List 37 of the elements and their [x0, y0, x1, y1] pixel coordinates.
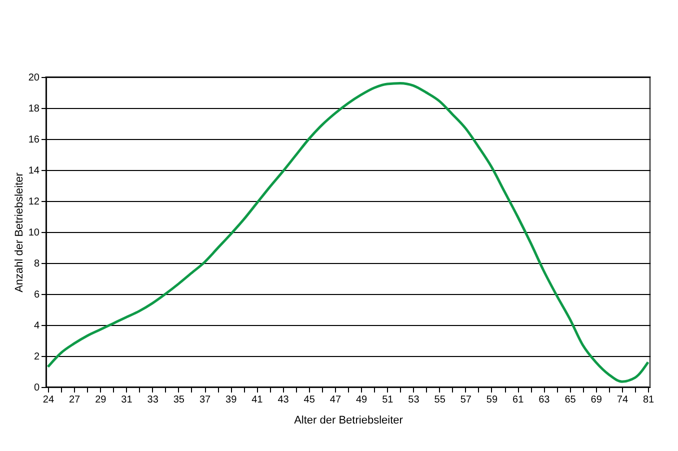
x-tick-label: 81 — [642, 394, 655, 406]
y-tick-label: 20 — [28, 72, 40, 84]
x-tick-label: 45 — [304, 394, 316, 406]
x-tick-label: 43 — [278, 394, 290, 406]
y-tick-label: 2 — [34, 352, 40, 362]
y-tick-label: 8 — [34, 258, 40, 270]
x-tick-label: 31 — [121, 394, 133, 406]
y-tick-label: 18 — [28, 104, 40, 114]
x-tick-label: 35 — [173, 394, 185, 406]
x-tick-label: 37 — [199, 394, 211, 406]
x-tick-label: 27 — [68, 394, 81, 406]
x-tick-label: 51 — [382, 394, 394, 406]
x-tick-label: 59 — [486, 394, 498, 406]
x-tick-label: 41 — [252, 394, 264, 406]
x-tick-label: 29 — [95, 394, 107, 406]
x-tick-label: 39 — [226, 394, 238, 406]
x-tick-label: 55 — [434, 394, 446, 406]
y-tick-label: 14 — [28, 166, 40, 176]
x-tick-label: 63 — [538, 394, 550, 406]
y-axis-title: Anzahl der Betriebsleiter — [13, 172, 26, 292]
y-tick-label: 16 — [28, 134, 40, 146]
y-tick-label: 12 — [28, 196, 40, 208]
x-tick-label: 24 — [42, 394, 54, 406]
x-tick-label: 61 — [512, 394, 524, 406]
y-tick-label: 4 — [34, 320, 40, 332]
y-tick-label: 6 — [34, 290, 40, 300]
x-tick-label: 74 — [616, 394, 628, 406]
x-tick-label: 49 — [356, 394, 368, 406]
x-tick-label: 57 — [460, 394, 472, 406]
x-tick-label: 69 — [590, 394, 602, 406]
y-tick-label: 0 — [34, 382, 40, 394]
x-tick-label: 53 — [408, 394, 420, 406]
x-tick-label: 47 — [330, 394, 342, 406]
x-axis-title: Alter der Betriebsleiter — [294, 414, 404, 426]
x-tick-label: 33 — [147, 394, 159, 406]
x-tick-label: 65 — [564, 394, 576, 406]
y-tick-label: 10 — [28, 228, 40, 238]
